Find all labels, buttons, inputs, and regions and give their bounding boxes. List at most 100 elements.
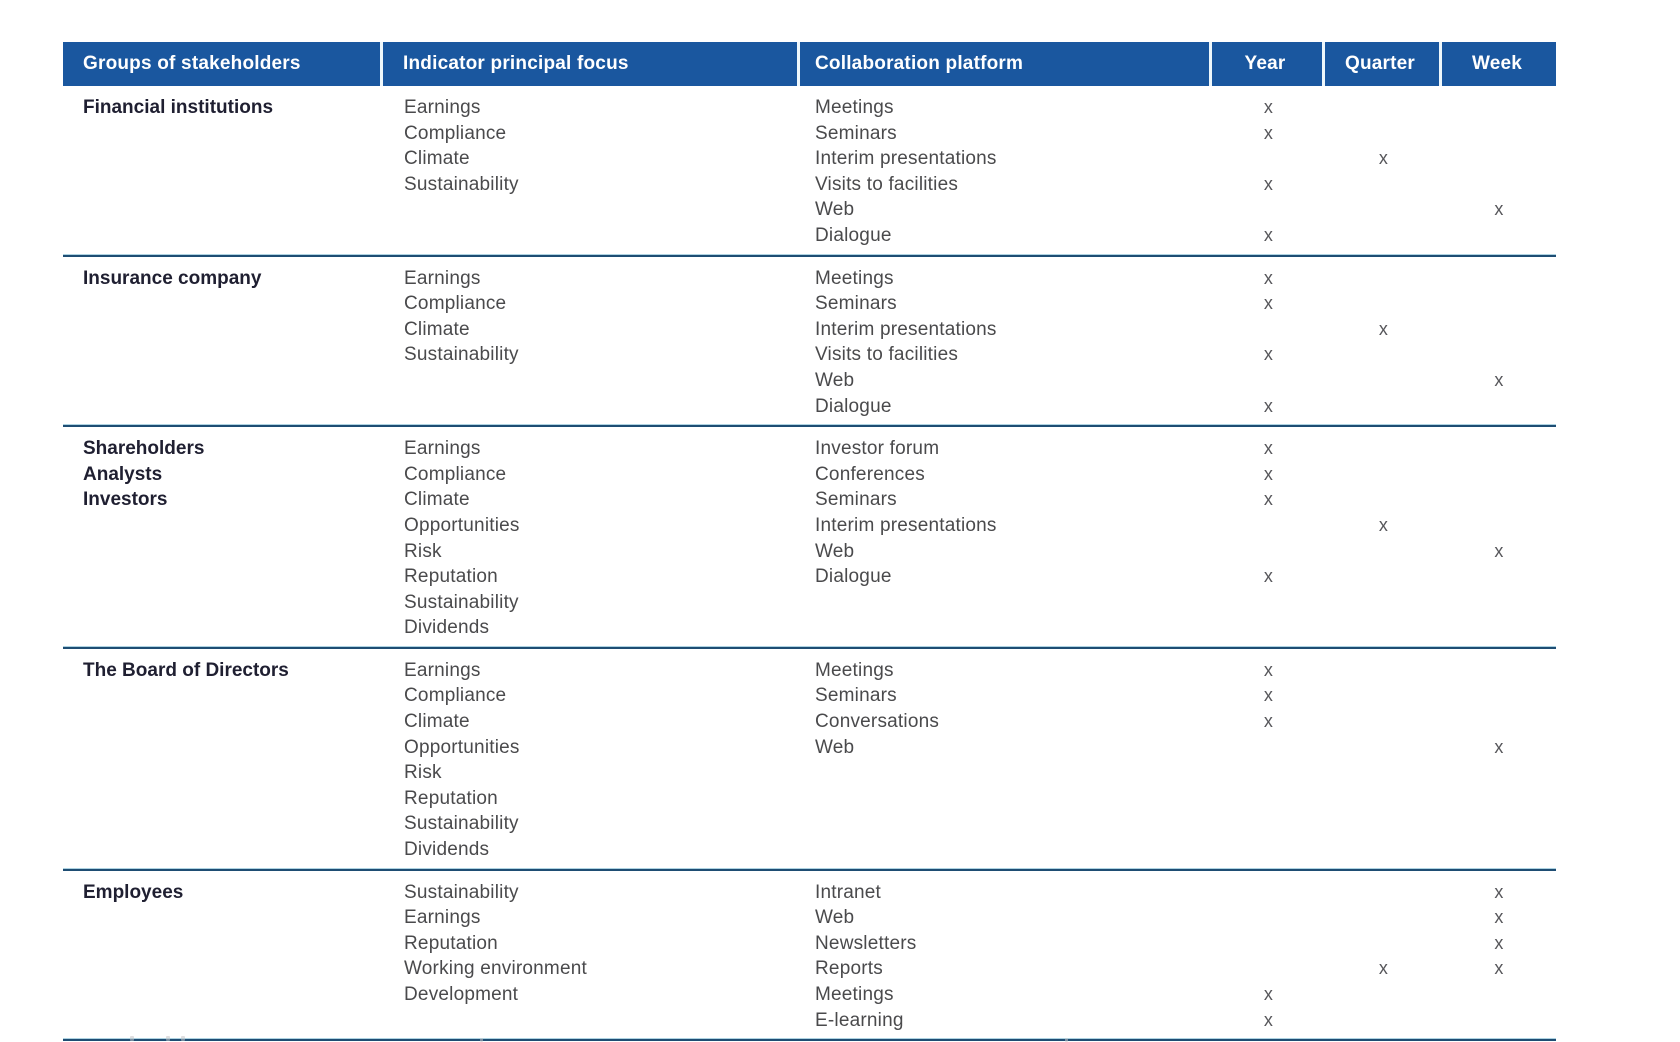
- cropped-text-artifact: [130, 1036, 134, 1041]
- platforms-column: Meetings Seminars Interim presentations Vis…: [800, 95, 1212, 249]
- platform-item: Seminars: [815, 293, 897, 315]
- year-mark: x: [1263, 395, 1274, 416]
- quarter-mark: [1325, 735, 1442, 761]
- platform-item: Web: [815, 369, 855, 391]
- indicator-item: Dividends: [404, 617, 490, 639]
- platform-item: Dialogue: [815, 566, 892, 588]
- platform-item: Web: [815, 199, 855, 221]
- quarter-mark: [1325, 121, 1442, 147]
- row-divider: [63, 1038, 1556, 1042]
- quarter-mark: [1325, 905, 1442, 931]
- platform-item: Meetings: [815, 659, 894, 681]
- week-mark: [1442, 342, 1556, 368]
- cropped-text-artifact: [166, 1036, 170, 1041]
- quarter-mark: [1325, 683, 1442, 709]
- platform-item: Dialogue: [815, 395, 892, 417]
- week-mark: x: [1494, 907, 1504, 928]
- platform-item: Seminars: [815, 685, 897, 707]
- header-collaboration-platform: Collaboration platform: [800, 42, 1212, 86]
- stakeholders-column: Insurance company: [63, 266, 383, 420]
- platform-item: Investor forum: [815, 438, 940, 460]
- stakeholder-group-row: Employees Sustainability Earnings Reputatio…: [63, 871, 1556, 1039]
- platform-item: Seminars: [815, 489, 897, 511]
- week-mark: [1442, 487, 1556, 513]
- quarter-mark: [1325, 197, 1442, 223]
- stakeholder-group-name: Investors: [83, 489, 168, 511]
- stakeholder-communication-table: Groups of stakeholders Indicator princip…: [63, 42, 1556, 1042]
- indicator-item: Risk: [404, 762, 442, 784]
- quarter-mark: [1325, 172, 1442, 198]
- week-mark: [1442, 95, 1556, 121]
- platform-item: Conferences: [815, 463, 925, 485]
- year-mark: x: [1263, 463, 1274, 484]
- indicator-item: Climate: [404, 148, 470, 170]
- quarter-mark: [1325, 564, 1442, 590]
- week-mark: [1442, 462, 1556, 488]
- quarter-mark: [1325, 487, 1442, 513]
- quarter-column: x: [1325, 95, 1442, 249]
- cropped-text-artifact: [480, 1038, 483, 1042]
- year-mark: [1212, 735, 1325, 761]
- stakeholder-group-name: Financial institutions: [83, 97, 274, 118]
- platforms-column: Meetings Seminars Conversations Web: [800, 658, 1212, 863]
- week-mark: x: [1494, 881, 1504, 902]
- indicator-item: Earnings: [404, 907, 481, 929]
- quarter-column: x: [1325, 880, 1442, 1034]
- stakeholders-column: The Board of Directors: [63, 658, 383, 863]
- indicator-item: Opportunities: [404, 514, 520, 536]
- row-divider: [63, 867, 1556, 871]
- platform-item: Interim presentations: [815, 148, 997, 170]
- quarter-mark: [1325, 658, 1442, 684]
- week-mark: x: [1494, 932, 1504, 953]
- year-mark: [1212, 146, 1325, 172]
- year-mark: [1212, 956, 1325, 982]
- quarter-mark: [1325, 539, 1442, 565]
- year-mark: x: [1263, 489, 1274, 510]
- platform-item: Newsletters: [815, 932, 917, 954]
- quarter-mark: [1325, 436, 1442, 462]
- platform-item: Meetings: [815, 267, 894, 289]
- platforms-column: Meetings Seminars Interim presentations Vis…: [800, 266, 1212, 420]
- year-mark: x: [1263, 344, 1274, 365]
- quarter-mark: [1325, 342, 1442, 368]
- stakeholder-group-name: Analysts: [83, 463, 163, 485]
- row-divider: [63, 424, 1556, 428]
- week-column: x: [1442, 266, 1556, 420]
- week-mark: [1442, 394, 1556, 420]
- stakeholders-column: Financial institutions: [63, 95, 383, 249]
- platform-item: Reports: [815, 958, 883, 980]
- year-mark: x: [1263, 1009, 1274, 1030]
- week-mark: [1442, 1008, 1556, 1034]
- quarter-mark: [1325, 462, 1442, 488]
- indicator-item: Sustainability: [404, 813, 519, 835]
- platform-item: Visits to facilities: [815, 173, 959, 195]
- year-mark: [1212, 905, 1325, 931]
- week-mark: [1442, 564, 1556, 590]
- platform-item: Web: [815, 907, 855, 929]
- year-mark: x: [1263, 984, 1274, 1004]
- week-column: x: [1442, 95, 1556, 249]
- indicator-item: Compliance: [404, 685, 507, 707]
- year-mark: x: [1263, 566, 1274, 587]
- platform-item: Conversations: [815, 711, 940, 733]
- indicator-item: Opportunities: [404, 736, 520, 758]
- year-mark: x: [1263, 173, 1274, 194]
- year-mark: x: [1263, 711, 1274, 732]
- year-mark: [1212, 197, 1325, 223]
- week-mark: x: [1494, 199, 1504, 220]
- indicator-item: Working environment: [404, 958, 587, 980]
- quarter-mark: [1325, 368, 1442, 394]
- header-indicator-principal-focus: Indicator principal focus: [383, 42, 800, 86]
- indicator-item: Earnings: [404, 267, 481, 289]
- indicators-column: Sustainability Earnings Reputation Working …: [383, 880, 800, 1034]
- stakeholder-group-name: Insurance company: [83, 267, 262, 289]
- quarter-mark: [1325, 1008, 1442, 1034]
- table-body: Financial institutions Earnings Compliance…: [63, 86, 1556, 1042]
- header-groups-of-stakeholders: Groups of stakeholders: [63, 42, 383, 86]
- week-mark: [1442, 317, 1556, 343]
- week-mark: [1442, 146, 1556, 172]
- stakeholder-group-row: Financial institutions Earnings Compliance…: [63, 86, 1556, 254]
